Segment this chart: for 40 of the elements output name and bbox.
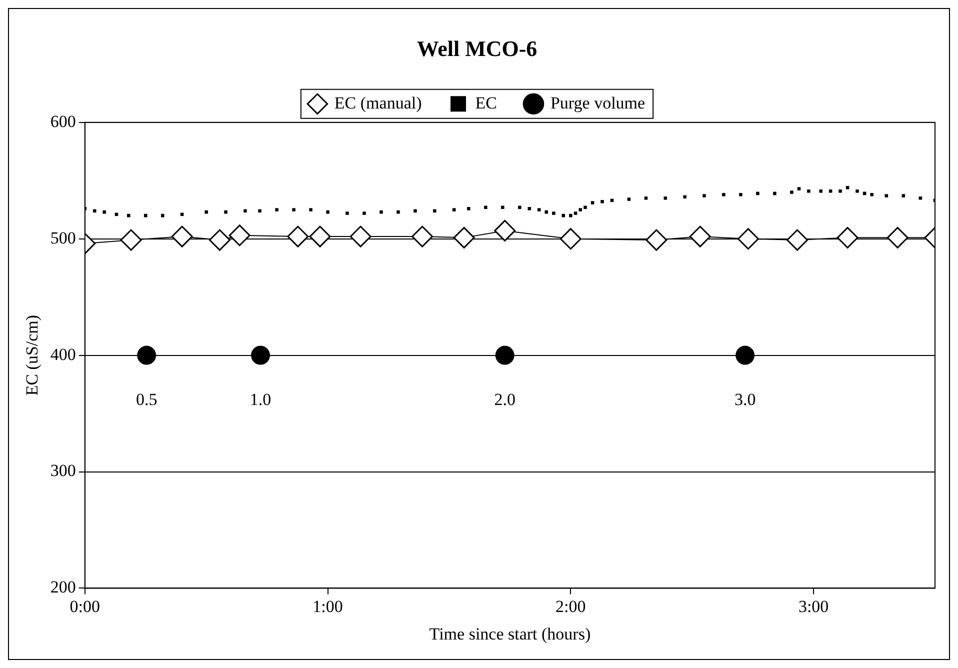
- point: [137, 346, 156, 365]
- chart-title: Well MCO-6: [416, 36, 538, 61]
- y-axis-title: EC (uS/cm): [22, 314, 42, 396]
- annotation: 3.0: [734, 390, 756, 409]
- point: [171, 226, 193, 248]
- x-axis-title: Time since start (hours): [429, 624, 591, 644]
- point: [836, 226, 858, 248]
- point: [251, 346, 270, 365]
- point: [689, 226, 711, 248]
- annotation: 0.5: [136, 390, 158, 409]
- point: [453, 226, 475, 248]
- x-tick-label: 1:00: [312, 596, 343, 616]
- point: [495, 346, 514, 365]
- point: [412, 226, 434, 248]
- y-tick-label: 400: [50, 344, 76, 364]
- point: [646, 229, 668, 251]
- y-tick-label: 300: [50, 461, 76, 480]
- annotation: 1.0: [250, 390, 272, 409]
- point: [208, 229, 230, 251]
- legend-label: EC (manual): [334, 93, 422, 112]
- point: [737, 228, 759, 250]
- point: [120, 229, 142, 251]
- x-tick-label: 3:00: [798, 596, 829, 616]
- x-tick-label: 0:00: [70, 596, 100, 616]
- y-tick-label: 500: [50, 228, 76, 248]
- point: [886, 226, 908, 248]
- point: [309, 226, 331, 248]
- y-tick-label: 200: [50, 578, 76, 597]
- point: [287, 226, 309, 248]
- point: [228, 224, 250, 246]
- y-tick-label: 600: [50, 112, 76, 131]
- point: [350, 226, 372, 248]
- annotation: 2.0: [494, 390, 516, 409]
- x-tick-label: 2:00: [556, 596, 586, 616]
- legend-label: Purge volume: [550, 93, 646, 112]
- legend-label: EC: [475, 93, 497, 112]
- point: [560, 228, 582, 250]
- point: [494, 220, 516, 242]
- point: [736, 346, 755, 365]
- point: [786, 229, 808, 251]
